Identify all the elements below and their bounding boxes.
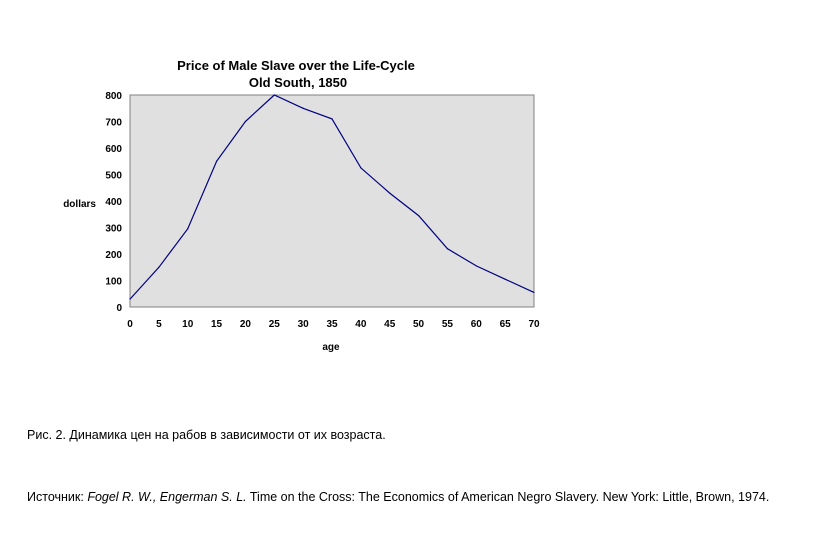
source-authors: Fogel R. W., Engerman S. L. xyxy=(87,490,247,504)
data-point xyxy=(331,118,333,120)
x-tick-label: 60 xyxy=(471,319,483,330)
chart-subtitle: Old South, 1850 xyxy=(249,75,347,90)
x-tick-label: 45 xyxy=(384,319,396,330)
y-tick-label: 0 xyxy=(116,303,122,314)
figure-caption: Рис. 2. Динамика цен на рабов в зависимо… xyxy=(27,428,386,442)
x-axis-label: age xyxy=(322,342,340,353)
y-tick-label: 500 xyxy=(105,171,122,182)
x-tick-label: 25 xyxy=(269,319,281,330)
x-tick-label: 70 xyxy=(528,319,540,330)
data-points xyxy=(129,94,535,300)
chart-title: Price of Male Slave over the Life-Cycle xyxy=(177,58,415,73)
source-prefix: Источник: xyxy=(27,490,88,504)
x-tick-label: 40 xyxy=(355,319,367,330)
data-point xyxy=(129,298,131,300)
y-tick-label: 700 xyxy=(105,118,122,129)
y-tick-label: 200 xyxy=(105,250,122,261)
x-tick-label: 20 xyxy=(240,319,252,330)
data-point xyxy=(389,192,391,194)
x-tick-label: 15 xyxy=(211,319,223,330)
x-tick-label: 30 xyxy=(298,319,310,330)
data-point xyxy=(475,265,477,267)
data-point xyxy=(273,94,275,96)
y-axis-label: dollars xyxy=(63,199,96,210)
data-point xyxy=(417,214,420,217)
data-point xyxy=(244,120,247,123)
data-point xyxy=(158,266,160,268)
x-tick-label: 50 xyxy=(413,319,425,330)
y-axis-ticks: 0 100 200 300 400 500 600 700 800 xyxy=(105,91,122,314)
x-tick-label: 10 xyxy=(182,319,194,330)
x-axis-ticks: 0 5 10 15 20 25 30 35 40 45 50 55 60 65 70 xyxy=(127,319,540,330)
data-point xyxy=(215,160,218,162)
y-tick-label: 800 xyxy=(105,91,122,102)
data-point xyxy=(187,228,189,230)
x-tick-label: 65 xyxy=(500,319,512,330)
y-tick-label: 300 xyxy=(105,224,122,235)
plot-area xyxy=(129,94,535,308)
y-tick-label: 400 xyxy=(105,197,122,208)
x-tick-label: 35 xyxy=(326,319,338,330)
x-tick-label: 0 xyxy=(127,319,133,330)
data-point xyxy=(504,278,506,280)
source-citation: Источник: Fogel R. W., Engerman S. L. Ti… xyxy=(27,484,787,510)
y-tick-label: 100 xyxy=(105,277,122,288)
x-tick-label: 5 xyxy=(156,319,162,330)
data-point xyxy=(446,248,449,250)
chart: Price of Male Slave over the Life-Cycle … xyxy=(63,58,540,353)
data-point xyxy=(533,291,535,294)
x-tick-label: 55 xyxy=(442,319,454,330)
source-rest: Time on the Cross: The Economics of Amer… xyxy=(246,490,770,504)
data-point xyxy=(360,167,362,169)
data-point xyxy=(302,107,304,109)
y-tick-label: 600 xyxy=(105,144,122,155)
